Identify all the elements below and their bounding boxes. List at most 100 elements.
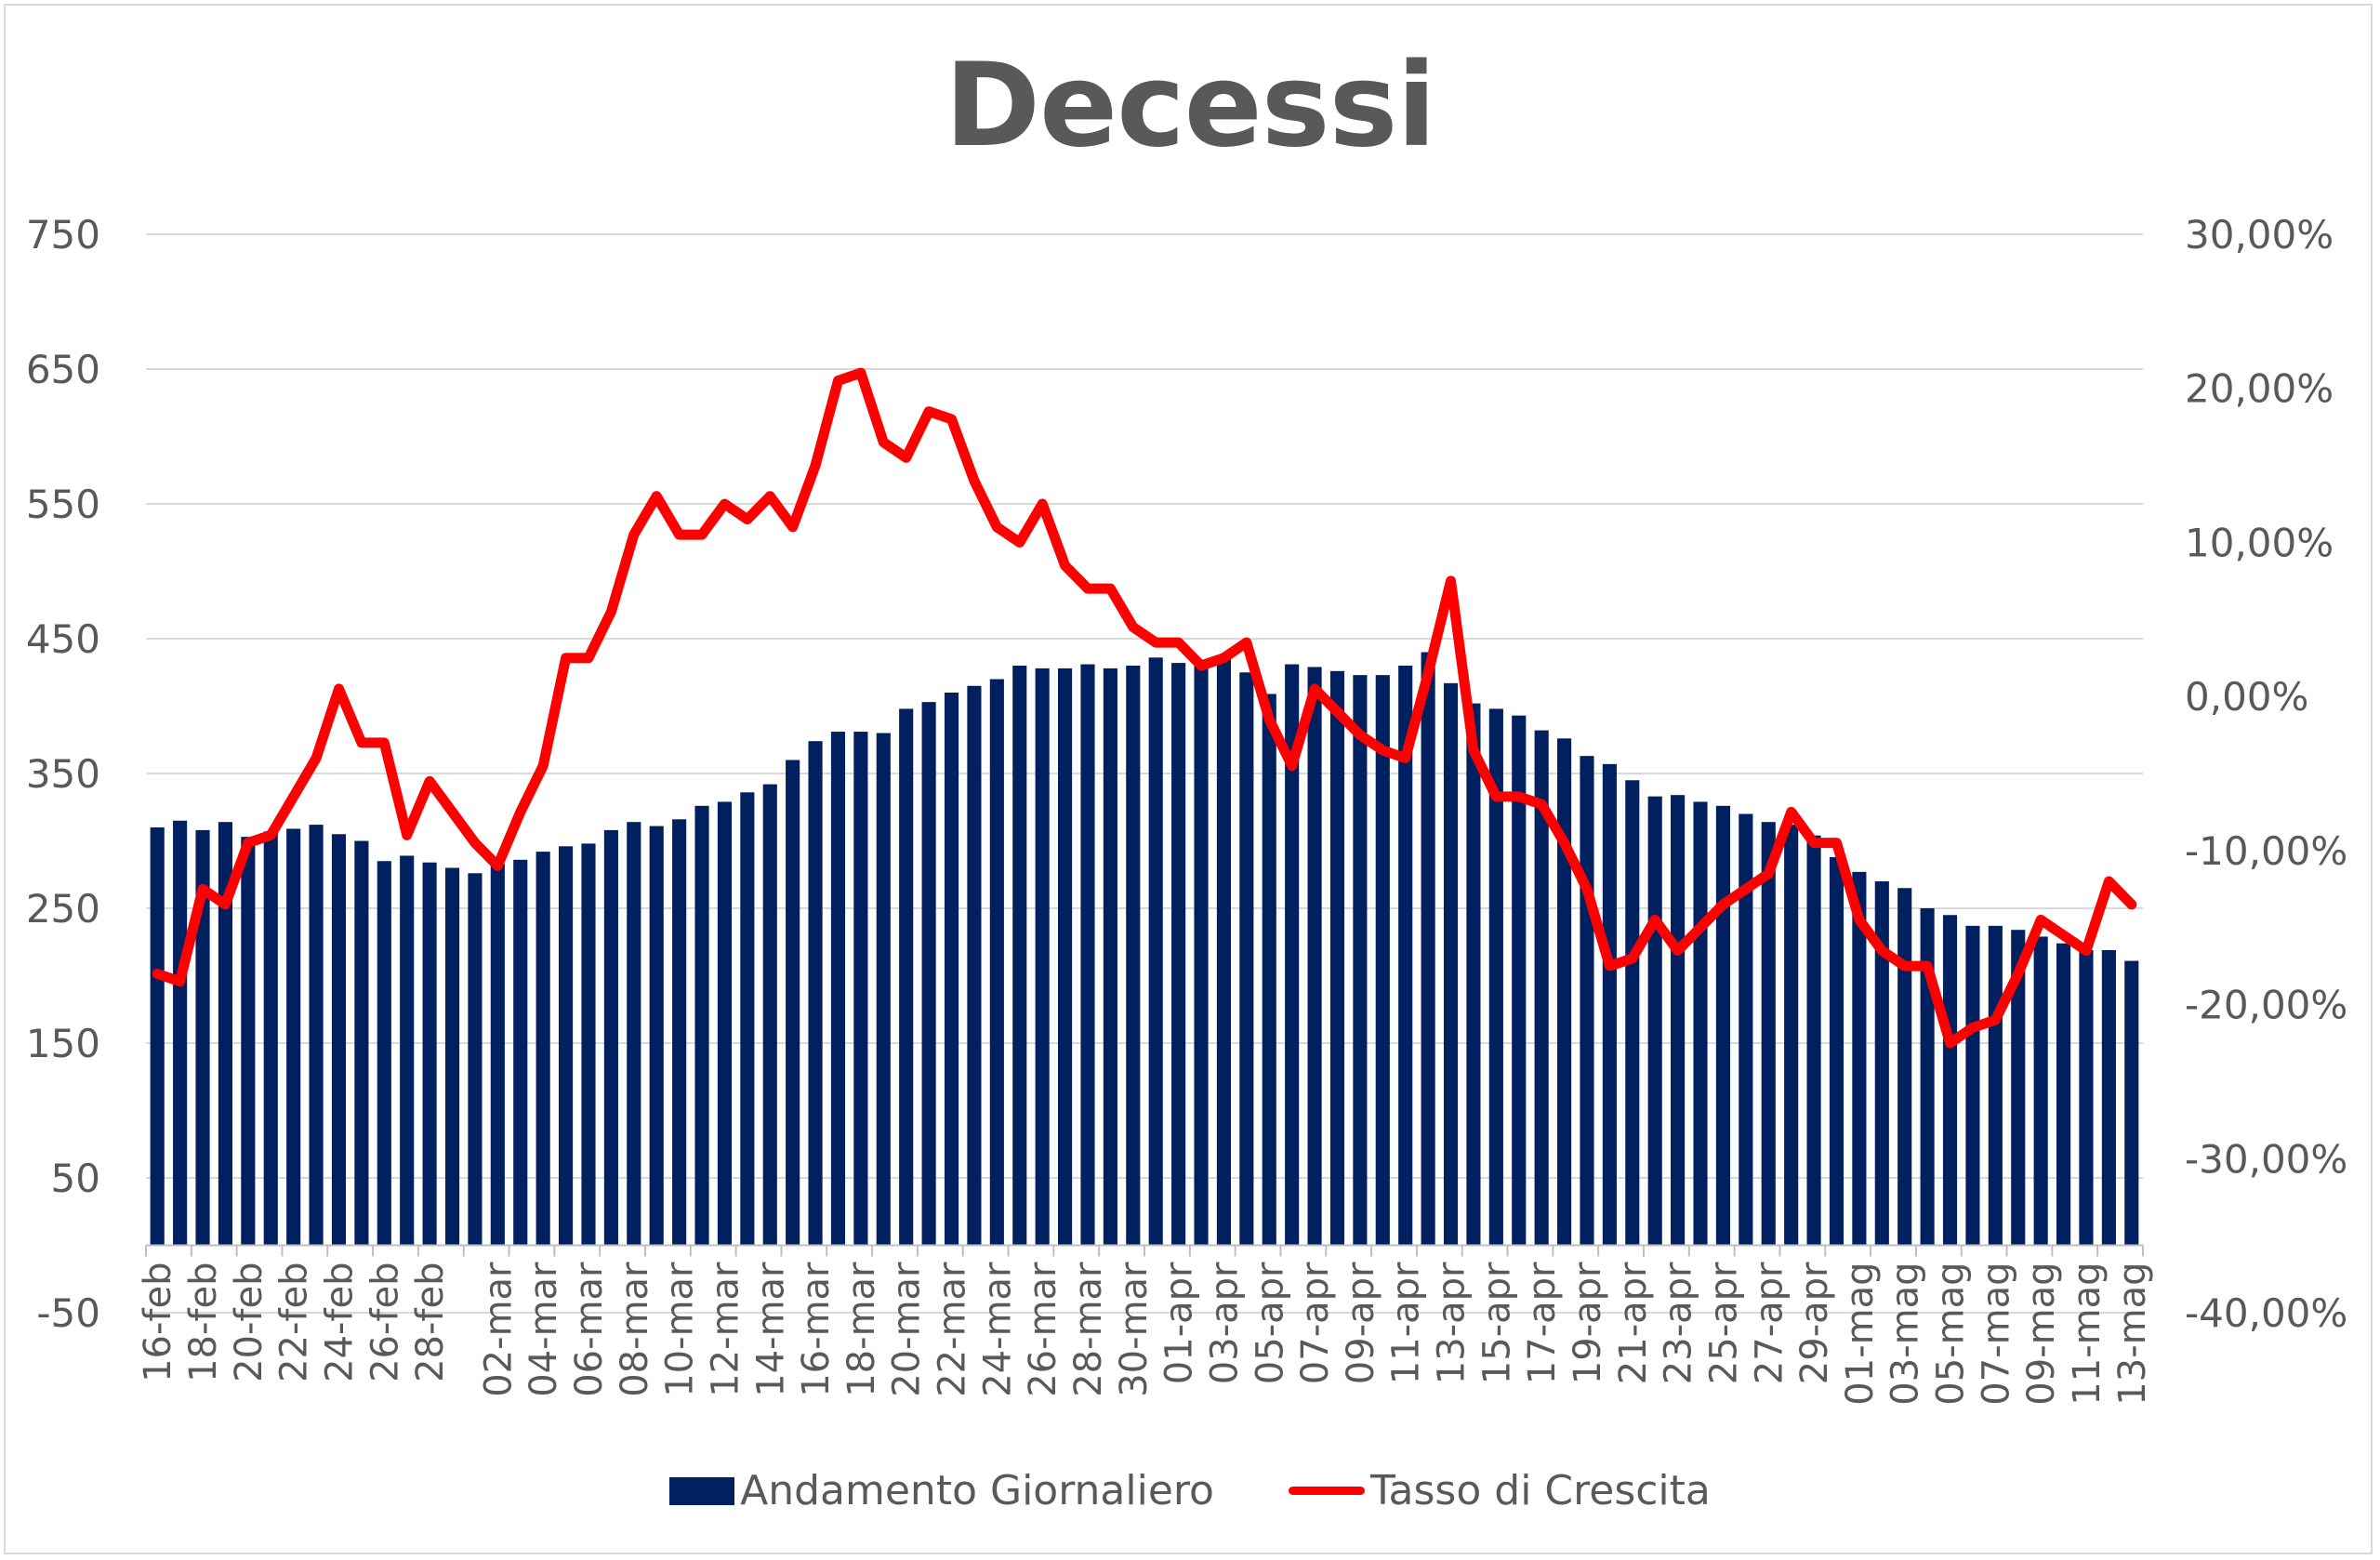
x-tick-label: 13-mag (2111, 1263, 2154, 1406)
y-right-tick-label: -10,00% (2185, 828, 2347, 874)
bar (331, 834, 347, 1246)
bar (1739, 813, 1753, 1246)
bar (1216, 658, 1231, 1246)
bar (1285, 664, 1300, 1246)
bar (1126, 666, 1141, 1246)
bar (286, 828, 301, 1246)
x-tick-label: 30-mar (1113, 1262, 1156, 1397)
bar (649, 826, 664, 1246)
x-tick-label: 24-mar (976, 1262, 1019, 1397)
x-tick-label: 18-mar (840, 1262, 883, 1397)
bar (944, 693, 959, 1246)
chart-frame (4, 4, 2373, 1554)
bar (2033, 936, 2048, 1246)
y-right-tick-label: -20,00% (2185, 983, 2347, 1028)
legend-label-line: Tasso di Crescita (1369, 1467, 1711, 1514)
x-tick-label: 11-apr (1385, 1262, 1428, 1384)
y-right-tick-label: 0,00% (2185, 674, 2308, 720)
x-tick-label: 13-apr (1431, 1262, 1474, 1384)
bar (1466, 703, 1481, 1246)
x-tick-label: 14-mar (749, 1262, 792, 1397)
x-tick-label: 20-feb (228, 1263, 271, 1382)
x-tick-label: 15-apr (1475, 1262, 1518, 1384)
x-tick-label: 16-mar (795, 1262, 838, 1397)
bar (967, 685, 982, 1246)
bar (1806, 835, 1821, 1246)
x-tick-label: 07-mag (1975, 1263, 2017, 1406)
x-tick-label: 01-mag (1839, 1263, 1882, 1406)
bar (1421, 652, 1435, 1246)
y-right-tick-label: -30,00% (2185, 1136, 2347, 1182)
bar (1671, 795, 1686, 1246)
bar (694, 805, 709, 1246)
y-right-tick-label: 10,00% (2185, 520, 2334, 565)
bar (1194, 666, 1209, 1246)
bar (1602, 763, 1617, 1246)
x-tick-label: 12-mar (704, 1262, 747, 1397)
x-tick-label: 29-apr (1793, 1262, 1836, 1384)
bar (195, 829, 210, 1246)
x-tick-label: 02-mar (477, 1262, 520, 1397)
legend-item-bars: Andamento Giornaliero (669, 1467, 1214, 1514)
bar (1534, 730, 1549, 1246)
bar (218, 822, 232, 1246)
bar (1443, 682, 1459, 1246)
legend: Andamento Giornaliero Tasso di Crescita (0, 1467, 2380, 1514)
x-tick-label: 28-mar (1067, 1262, 1110, 1397)
y-left-tick-label: -50 (36, 1290, 100, 1336)
bar (1557, 738, 1572, 1246)
legend-swatch-line (1288, 1487, 1365, 1495)
legend-item-line: Tasso di Crescita (1288, 1467, 1711, 1514)
x-tick-label: 20-mar (886, 1262, 929, 1397)
x-tick-label: 06-mar (568, 1262, 611, 1397)
bar (1329, 670, 1345, 1246)
x-tick-label: 05-apr (1249, 1262, 1291, 1384)
y-right-tick-label: -40,00% (2185, 1290, 2347, 1336)
bar (1148, 657, 1163, 1246)
bar (1715, 805, 1730, 1246)
bar (786, 760, 800, 1246)
line-series-tasso-di-crescita (152, 367, 2137, 1049)
bar (1693, 801, 1708, 1246)
x-tick-label: 09-apr (1340, 1262, 1382, 1384)
bar (1375, 675, 1390, 1246)
bar (468, 873, 483, 1246)
growth-rate-line (152, 367, 2137, 1049)
bar (422, 862, 437, 1246)
bar (2124, 960, 2139, 1246)
bar (1625, 780, 1640, 1246)
x-tick-label: 23-apr (1658, 1262, 1700, 1384)
x-tick-label: 16-feb (137, 1263, 179, 1382)
y-left-tick-label: 350 (26, 751, 100, 797)
bar (377, 861, 391, 1246)
bar (241, 837, 256, 1246)
bar (762, 784, 777, 1246)
x-tick-label: 19-apr (1567, 1262, 1609, 1384)
legend-label-bars: Andamento Giornaliero (740, 1467, 1214, 1514)
y-left-tick-label: 50 (51, 1156, 100, 1201)
y-left-tick-label: 650 (26, 347, 100, 392)
bar (830, 732, 846, 1246)
x-tick-label: 22-feb (273, 1263, 316, 1382)
bar (1080, 664, 1095, 1246)
bar (2101, 949, 2116, 1246)
bar (1171, 663, 1186, 1246)
y-left-tick-label: 450 (26, 616, 100, 662)
bar (1103, 668, 1117, 1246)
bar (1398, 666, 1413, 1246)
bar (536, 852, 550, 1246)
bar (1829, 856, 1844, 1246)
x-tick-label: 22-mar (932, 1262, 974, 1397)
x-tick-label: 21-apr (1612, 1262, 1655, 1384)
bar (603, 829, 618, 1246)
bar (150, 827, 165, 1246)
bar (1012, 666, 1027, 1246)
bar (1988, 925, 2003, 1246)
y-left-tick-label: 750 (26, 212, 100, 258)
x-tick-label: 04-mar (522, 1262, 565, 1397)
bar (173, 820, 188, 1246)
bar (1262, 694, 1276, 1246)
x-tick-label: 08-mar (614, 1262, 656, 1397)
bar (1942, 915, 1958, 1246)
